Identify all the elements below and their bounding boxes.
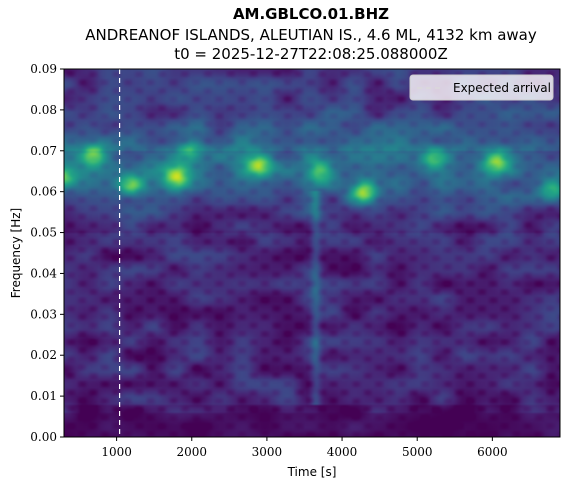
chart-subtitle-t0: t0 = 2025-12-27T22:08:25.088000Z: [174, 45, 448, 63]
x-axis-label: Time [s]: [287, 465, 337, 479]
legend-label: Expected arrival: [453, 81, 551, 95]
x-tick-label: 5000: [402, 445, 433, 459]
y-tick-label: 0.04: [30, 266, 57, 280]
spectrogram-heatmap: [64, 69, 560, 437]
y-tick-label: 0.01: [30, 389, 57, 403]
plot-frame: [63, 68, 561, 438]
y-tick-label: 0.02: [30, 348, 57, 362]
y-axis: 0.00 0.01 0.02 0.03 0.04 0.05 0.06 0.07 0.08 0.09: [30, 62, 64, 444]
y-tick-label: 0.07: [30, 144, 57, 158]
x-tick-label: 6000: [477, 445, 508, 459]
plot-area: [64, 69, 560, 437]
y-tick-label: 0.05: [30, 226, 57, 240]
chart-subtitle: ANDREANOF ISLANDS, ALEUTIAN IS., 4.6 ML,…: [85, 26, 537, 44]
x-tick-label: 1000: [101, 445, 132, 459]
y-axis-label: Frequency [Hz]: [9, 208, 23, 299]
x-axis: 1000 2000 3000 4000 5000 6000: [101, 437, 508, 459]
x-tick-label: 3000: [252, 445, 283, 459]
x-tick-label: 2000: [176, 445, 207, 459]
y-tick-label: 0.00: [30, 430, 57, 444]
legend-box: [409, 74, 554, 101]
x-tick-label: 4000: [327, 445, 358, 459]
chart-title: AM.GBLCO.01.BHZ: [233, 5, 389, 23]
legend: Expected arrival: [409, 74, 554, 101]
y-tick-label: 0.06: [30, 185, 57, 199]
y-tick-label: 0.03: [30, 307, 57, 321]
y-tick-label: 0.09: [30, 62, 57, 76]
y-tick-label: 0.08: [30, 103, 57, 117]
